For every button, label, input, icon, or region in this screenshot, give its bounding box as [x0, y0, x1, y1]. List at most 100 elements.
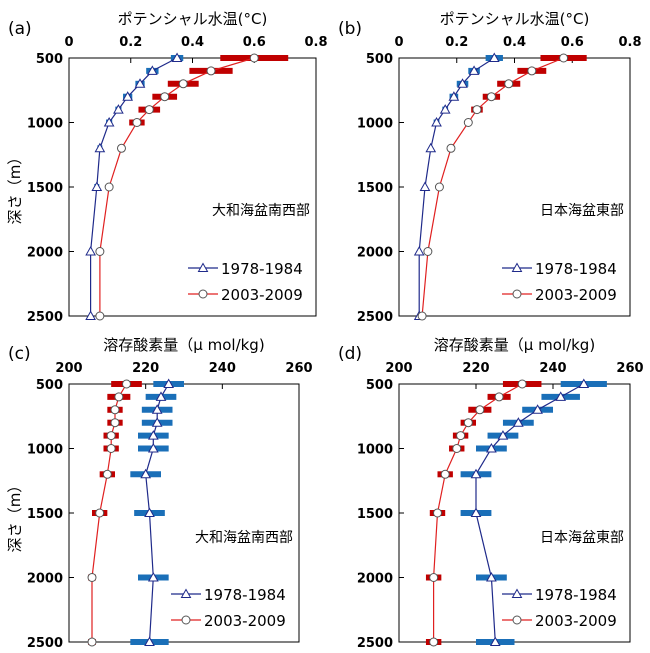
series-1978-1984: [130, 378, 184, 646]
panel-a: (a) ポテンシャル水温(°C) 0 0.2 0.4 0.6 0.8 500 1000 1500 2…: [8, 10, 328, 325]
legend-marker: [180, 588, 192, 598]
data-point: [555, 391, 567, 401]
series-line: [91, 383, 128, 642]
data-point: [85, 310, 96, 320]
series-line: [421, 57, 564, 317]
data-point: [114, 392, 124, 402]
legend-marker: [197, 262, 209, 272]
panel-label: (a): [8, 19, 32, 39]
data-point: [144, 636, 155, 646]
x-tick-label: 0.4: [181, 35, 204, 50]
data-point: [512, 417, 524, 427]
x-tick-label: 0.8: [304, 35, 327, 50]
y-tick-label: 1000: [27, 117, 63, 132]
data-point: [497, 430, 509, 440]
y-tick-label: 2500: [27, 310, 63, 325]
data-point: [122, 379, 131, 389]
data-point: [110, 418, 120, 428]
data-point: [417, 311, 427, 321]
region-label: 大和海盆南西部: [212, 203, 310, 219]
data-point: [102, 469, 112, 479]
data-point: [472, 105, 482, 115]
panel-label: (d): [338, 344, 362, 364]
x-tick-label: 0.2: [119, 35, 142, 50]
data-point: [134, 78, 146, 88]
panel-c: (c) 溶存酸素量（μ mol/kg) 200 220 240 260 500 1000 150…: [8, 336, 313, 651]
data-point: [488, 52, 500, 62]
data-point: [147, 442, 159, 453]
data-point: [429, 573, 439, 582]
region-label: 日本海盆東部: [540, 530, 624, 546]
data-point: [486, 571, 497, 582]
axis-title: ポテンシャル水温(°C): [118, 10, 268, 28]
data-point: [439, 104, 451, 114]
x-tick-label: 200: [55, 361, 82, 376]
data-point: [151, 417, 163, 427]
data-point: [446, 143, 456, 153]
data-point: [147, 571, 159, 582]
data-point: [94, 142, 106, 153]
data-point: [151, 404, 163, 414]
data-point: [440, 469, 450, 479]
data-point: [433, 508, 442, 518]
axis-title: 溶存酸素量（μ mol/kg): [434, 336, 595, 354]
y-tick-label: 500: [36, 378, 63, 393]
y-tick-label: 1000: [27, 443, 63, 458]
data-point: [122, 91, 134, 101]
panel-label: (c): [8, 344, 31, 364]
y-tick-label: 1500: [27, 507, 63, 522]
x-tick-label: 240: [539, 361, 566, 376]
y-tick-label: 1000: [357, 117, 393, 132]
x-tick-label: 0.8: [618, 35, 641, 50]
x-tick-label: 0: [64, 35, 73, 50]
data-point: [532, 404, 543, 414]
legend-entry: 2003-2009: [188, 286, 303, 304]
data-point: [103, 116, 115, 127]
legend-label: 2003-2009: [535, 286, 617, 304]
data-point: [494, 392, 504, 402]
y-tick-label: 500: [366, 378, 393, 393]
data-point: [155, 391, 167, 401]
data-point: [144, 507, 155, 517]
series-1978-1984: [413, 52, 503, 320]
y-tick-label: 1500: [27, 181, 63, 196]
data-point: [106, 431, 116, 441]
series-1978-1984: [85, 52, 184, 320]
series-1978-1984: [460, 378, 607, 646]
legend-label: 1978-1984: [204, 586, 286, 604]
legend-label: 1978-1984: [535, 586, 617, 604]
legend-entry: 2003-2009: [502, 612, 617, 630]
data-point: [132, 118, 142, 127]
region-label: 大和海盆南西部: [195, 530, 293, 546]
panel-b: (b) ポテンシャル水温(°C) 0 0.2 0.4 0.6 0.8 500 1000 1500 2…: [338, 10, 642, 325]
y-tick-label: 2500: [357, 310, 393, 325]
legend-marker: [181, 615, 191, 625]
data-point: [95, 311, 105, 321]
y-tick-label: 500: [366, 52, 393, 67]
legend-label: 2003-2009: [204, 612, 286, 630]
legend-label: 2003-2009: [221, 286, 303, 304]
data-point: [419, 181, 431, 191]
x-tick-label: 260: [285, 361, 312, 376]
y-tick-label: 2000: [27, 572, 63, 587]
y-tick-label: 2000: [357, 572, 393, 587]
data-point: [475, 405, 485, 415]
data-point: [144, 105, 154, 115]
legend-label: 1978-1984: [535, 260, 617, 278]
y-tick-label: 2000: [357, 246, 393, 261]
data-point: [470, 507, 482, 517]
data-point: [160, 92, 170, 102]
panel-label: (b): [338, 19, 362, 39]
data-point: [95, 247, 105, 256]
data-point: [423, 247, 433, 256]
data-point: [87, 637, 97, 647]
x-tick-label: 0.6: [561, 35, 584, 50]
x-tick-label: 0.4: [503, 35, 526, 50]
data-point: [206, 66, 216, 76]
series-2003-2009: [425, 379, 542, 647]
legend-entry: 1978-1984: [502, 586, 617, 604]
x-tick-label: 220: [132, 361, 159, 376]
y-tick-label: 1500: [357, 181, 393, 196]
data-point: [106, 444, 116, 453]
legend-marker: [511, 588, 523, 598]
